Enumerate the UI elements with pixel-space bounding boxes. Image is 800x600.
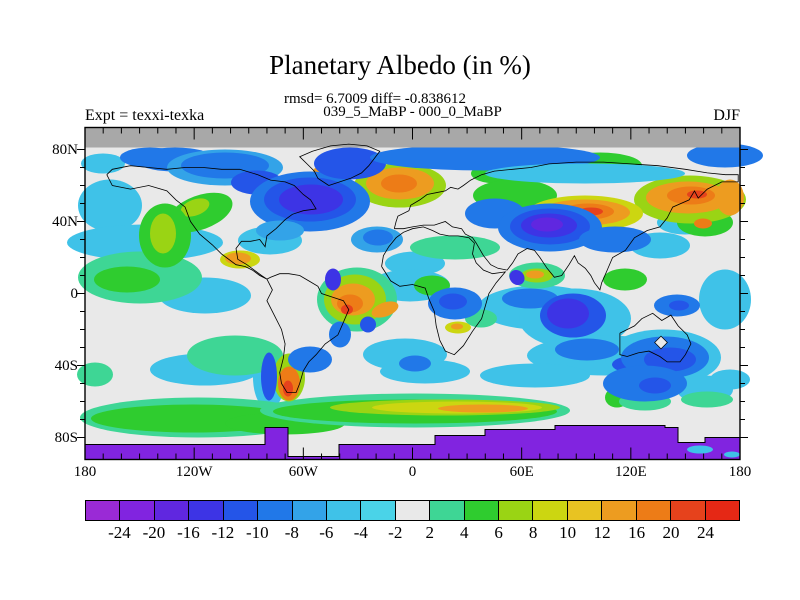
lat-tick-label: 80N — [52, 142, 78, 158]
lon-tick-label: 180 — [73, 464, 97, 480]
colorbar-boundary-label: -12 — [211, 523, 235, 542]
colorbar-segment — [704, 500, 741, 521]
colorbar-segment — [463, 500, 500, 521]
colorbar-segment — [188, 500, 224, 521]
colorbar-boundary-label: 20 — [662, 523, 680, 542]
colorbar-boundary-label: -6 — [319, 523, 334, 542]
experiment-difference-subtitle: 039_5_MaBP - 000_0_MaBP — [323, 104, 502, 120]
stats-subtitle: rmsd= 6.7009 diff= -0.838612 — [283, 91, 467, 107]
colorbar-boundary-label: 24 — [697, 523, 715, 542]
colorbar-segment — [429, 500, 465, 521]
colorbar — [85, 500, 741, 521]
colorbar-boundary-label: 8 — [528, 523, 538, 542]
lon-tick-label: 60E — [509, 464, 534, 480]
colorbar-segment — [153, 500, 190, 521]
colorbar-segment — [566, 500, 603, 521]
colorbar-boundary-label: 2 — [425, 523, 434, 542]
colorbar-boundary-label: -8 — [284, 523, 299, 542]
colorbar-boundary-label: 4 — [459, 523, 469, 542]
page-title: Planetary Albedo (in %) — [269, 50, 531, 80]
lat-tick-label: 0 — [70, 286, 79, 302]
colorbar-segment — [394, 500, 431, 521]
albedo-difference-map — [67, 126, 763, 461]
experiment-label: Expt = texxi-texka — [85, 107, 205, 124]
colorbar-boundary-label: -16 — [177, 523, 200, 542]
colorbar-segment — [257, 500, 293, 521]
colorbar-boundary-label: -4 — [353, 523, 368, 542]
colorbar-segment — [670, 500, 706, 521]
colorbar-segment — [498, 500, 534, 521]
lon-tick-label: 120W — [175, 464, 213, 480]
colorbar-boundary-label: 12 — [593, 523, 611, 542]
lat-tick-label: 40S — [54, 358, 78, 374]
colorbar-boundary-label: 16 — [628, 523, 646, 542]
colorbar-segment — [325, 500, 362, 521]
colorbar-segment — [635, 500, 672, 521]
colorbar-boundary-label: -24 — [108, 523, 131, 542]
colorbar-segment — [360, 500, 396, 521]
lon-tick-label: 180 — [728, 464, 752, 480]
lon-tick-label: 60W — [288, 464, 318, 480]
colorbar-segment — [291, 500, 327, 521]
colorbar-boundary-label: -10 — [246, 523, 269, 542]
colorbar-boundary-label: 10 — [559, 523, 577, 542]
colorbar-segment — [601, 500, 637, 521]
colorbar-segment — [222, 500, 259, 521]
colorbar-boundary-label: -20 — [142, 523, 166, 542]
colorbar-segment — [532, 500, 568, 521]
lat-tick-label: 40N — [52, 214, 78, 230]
lat-tick-label: 80S — [54, 430, 78, 446]
map-canvas — [67, 126, 763, 461]
colorbar-boundary-label: 6 — [494, 523, 503, 542]
lon-tick-label: 0 — [408, 464, 417, 480]
colorbar-boundary-label: -2 — [388, 523, 403, 542]
season-label: DJF — [713, 107, 740, 124]
colorbar-segment — [85, 500, 121, 521]
colorbar-segment — [119, 500, 155, 521]
lon-tick-label: 120E — [614, 464, 647, 480]
